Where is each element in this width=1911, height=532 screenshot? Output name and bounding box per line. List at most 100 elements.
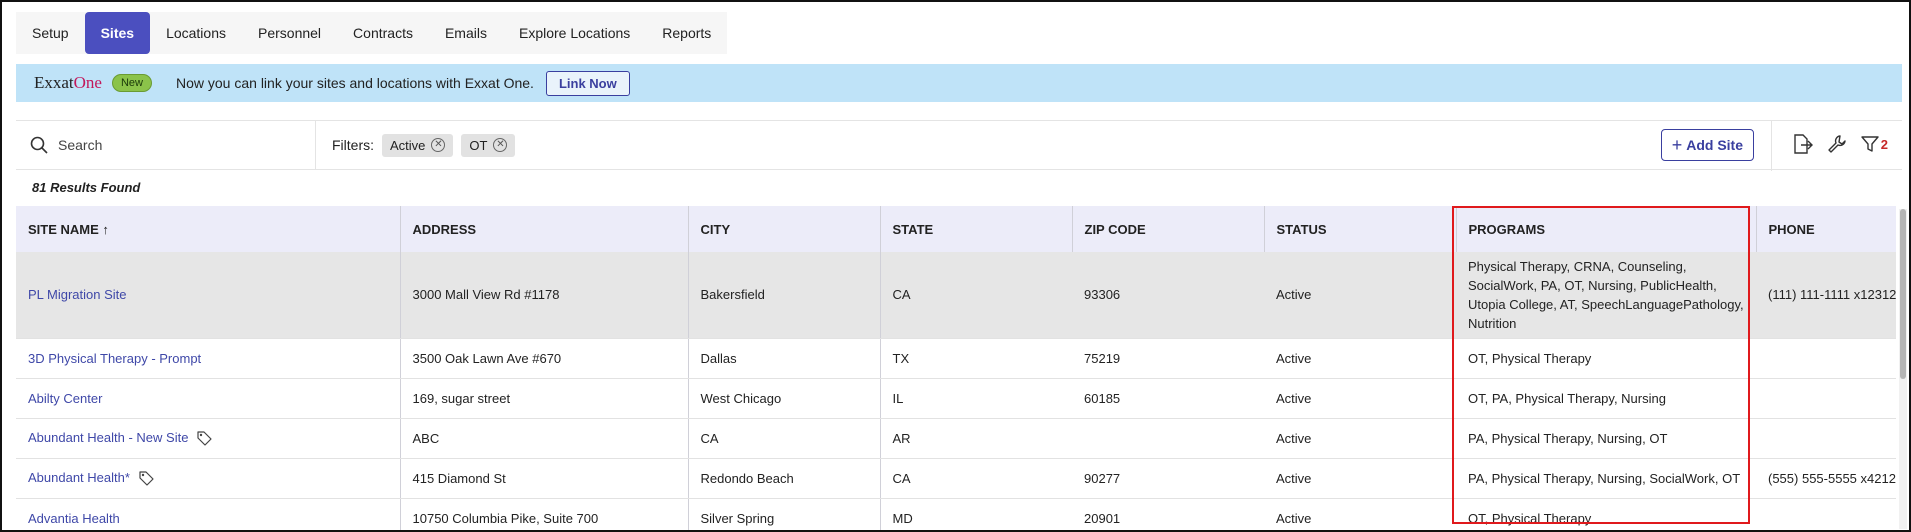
status-cell: Active	[1264, 252, 1456, 339]
column-header-state[interactable]: STATE	[880, 206, 1073, 252]
site-name-link[interactable]: Advantia Health	[28, 510, 120, 526]
zip-cell	[1072, 418, 1264, 459]
phone-cell	[1756, 378, 1896, 419]
zip-cell: 75219	[1072, 338, 1264, 379]
column-header-site-name[interactable]: SITE NAME ↑	[16, 206, 401, 252]
zip-cell: 20901	[1072, 498, 1264, 530]
column-header-zip-code[interactable]: ZIP CODE	[1072, 206, 1265, 252]
exxat-one-logo: ExxatOne	[34, 73, 102, 92]
table-scrollbar[interactable]	[1899, 209, 1907, 529]
link-now-button[interactable]: Link Now	[545, 70, 630, 96]
sort-asc-icon: ↑	[102, 221, 109, 237]
table-row[interactable]: Abundant Health - New Site ABC CA AR Act…	[16, 418, 1896, 459]
state-cell: TX	[880, 338, 1072, 379]
tab-sites[interactable]: Sites	[84, 12, 151, 54]
filter-count-badge: 2	[1880, 136, 1888, 152]
toolbar-actions: 2	[1791, 133, 1888, 155]
address-cell: 3500 Oak Lawn Ave #670	[400, 338, 689, 379]
close-icon[interactable]: ✕	[431, 138, 446, 152]
phone-cell	[1756, 338, 1896, 379]
new-badge: New	[111, 74, 152, 92]
table-header-row: SITE NAME ↑ ADDRESS CITY STATE ZIP CODE …	[16, 206, 1896, 252]
scrollbar-thumb[interactable]	[1900, 209, 1906, 379]
tab-explore-locations[interactable]: Explore Locations	[518, 25, 631, 41]
tab-contracts[interactable]: Contracts	[353, 25, 413, 41]
wrench-icon[interactable]	[1827, 134, 1847, 154]
plus-icon: +	[1671, 134, 1683, 155]
table-row[interactable]: Advantia Health 10750 Columbia Pike, Sui…	[16, 498, 1896, 530]
tab-emails[interactable]: Emails	[444, 25, 487, 41]
programs-cell: OT, Physical Therapy	[1456, 498, 1756, 530]
phone-cell: (555) 555-5555 x421223	[1756, 458, 1896, 499]
filter-toggle[interactable]: 2	[1861, 135, 1888, 153]
column-header-city[interactable]: CITY	[688, 206, 881, 252]
banner-message: Now you can link your sites and location…	[176, 75, 534, 91]
programs-cell: OT, Physical Therapy	[1456, 338, 1756, 379]
export-icon[interactable]	[1791, 133, 1813, 155]
tab-reports[interactable]: Reports	[662, 25, 712, 41]
phone-cell: (111) 111-1111 x123121	[1756, 252, 1896, 339]
top-nav: Setup Sites Locations Personnel Contract…	[16, 12, 728, 54]
status-cell: Active	[1264, 338, 1456, 379]
sites-table-container: SITE NAME ↑ ADDRESS CITY STATE ZIP CODE …	[16, 206, 1896, 530]
status-cell: Active	[1264, 498, 1456, 530]
status-cell: Active	[1264, 418, 1456, 459]
tag-icon[interactable]	[196, 430, 213, 446]
tab-personnel[interactable]: Personnel	[258, 25, 322, 41]
city-cell: Silver Spring	[688, 498, 881, 530]
site-name-link[interactable]: Abundant Health - New Site	[28, 429, 189, 445]
city-cell: Dallas	[688, 338, 881, 379]
status-cell: Active	[1264, 458, 1456, 499]
add-site-button[interactable]: + Add Site	[1660, 129, 1754, 161]
address-cell: ABC	[400, 418, 689, 459]
filters-label: Filters:	[332, 137, 374, 153]
zip-cell: 90277	[1072, 458, 1264, 499]
toolbar-divider	[1771, 121, 1772, 171]
phone-cell	[1756, 418, 1896, 459]
tab-setup[interactable]: Setup	[32, 25, 69, 41]
close-icon[interactable]: ✕	[493, 138, 508, 152]
city-cell: West Chicago	[688, 378, 881, 419]
column-header-programs[interactable]: PROGRAMS	[1456, 206, 1757, 252]
column-header-address[interactable]: ADDRESS	[400, 206, 689, 252]
table-row[interactable]: 3D Physical Therapy - Prompt 3500 Oak La…	[16, 338, 1896, 379]
state-cell: CA	[880, 252, 1072, 339]
search-box	[16, 121, 316, 169]
programs-cell: PA, Physical Therapy, Nursing, SocialWor…	[1456, 458, 1756, 499]
filter-icon	[1861, 136, 1879, 152]
city-cell: Redondo Beach	[688, 458, 881, 499]
status-cell: Active	[1264, 378, 1456, 419]
column-header-status[interactable]: STATUS	[1264, 206, 1457, 252]
address-cell: 3000 Mall View Rd #1178	[400, 252, 689, 339]
tag-icon[interactable]	[138, 470, 154, 486]
filters-bar: Filters: Active ✕ OT ✕	[316, 133, 516, 157]
table-row[interactable]: Abundant Health* 415 Diamond St Redondo …	[16, 458, 1896, 499]
exxat-one-banner: ExxatOne New Now you can link your sites…	[16, 64, 1902, 102]
site-name-link[interactable]: Abilty Center	[28, 390, 103, 406]
search-icon	[30, 136, 48, 154]
site-name-link[interactable]: PL Migration Site	[28, 287, 127, 303]
state-cell: AR	[880, 418, 1072, 459]
site-name-link[interactable]: Abundant Health*	[28, 469, 130, 485]
address-cell: 10750 Columbia Pike, Suite 700	[400, 498, 689, 530]
column-header-phone[interactable]: PHONE	[1756, 206, 1896, 252]
zip-cell: 60185	[1072, 378, 1264, 419]
state-cell: CA	[880, 458, 1072, 499]
tab-locations[interactable]: Locations	[166, 25, 226, 41]
city-cell: CA	[688, 418, 881, 459]
site-name-link[interactable]: 3D Physical Therapy - Prompt	[28, 350, 202, 366]
filter-chip-ot[interactable]: OT ✕	[461, 133, 516, 157]
filter-chip-active[interactable]: Active ✕	[382, 133, 454, 157]
table-row[interactable]: PL Migration Site 3000 Mall View Rd #117…	[16, 252, 1896, 339]
programs-cell: OT, PA, Physical Therapy, Nursing	[1456, 378, 1756, 419]
table-row[interactable]: Abilty Center 169, sugar street West Chi…	[16, 378, 1896, 419]
phone-cell	[1756, 498, 1896, 530]
search-input[interactable]	[58, 137, 258, 153]
address-cell: 415 Diamond St	[400, 458, 689, 499]
table-toolbar: Filters: Active✕ OT✕ +Add Site 2	[16, 120, 1902, 171]
results-count: 81 Results Found	[32, 180, 141, 195]
city-cell: Bakersfield	[688, 252, 881, 339]
programs-cell: PA, Physical Therapy, Nursing, OT	[1456, 418, 1756, 459]
state-cell: MD	[880, 498, 1072, 530]
